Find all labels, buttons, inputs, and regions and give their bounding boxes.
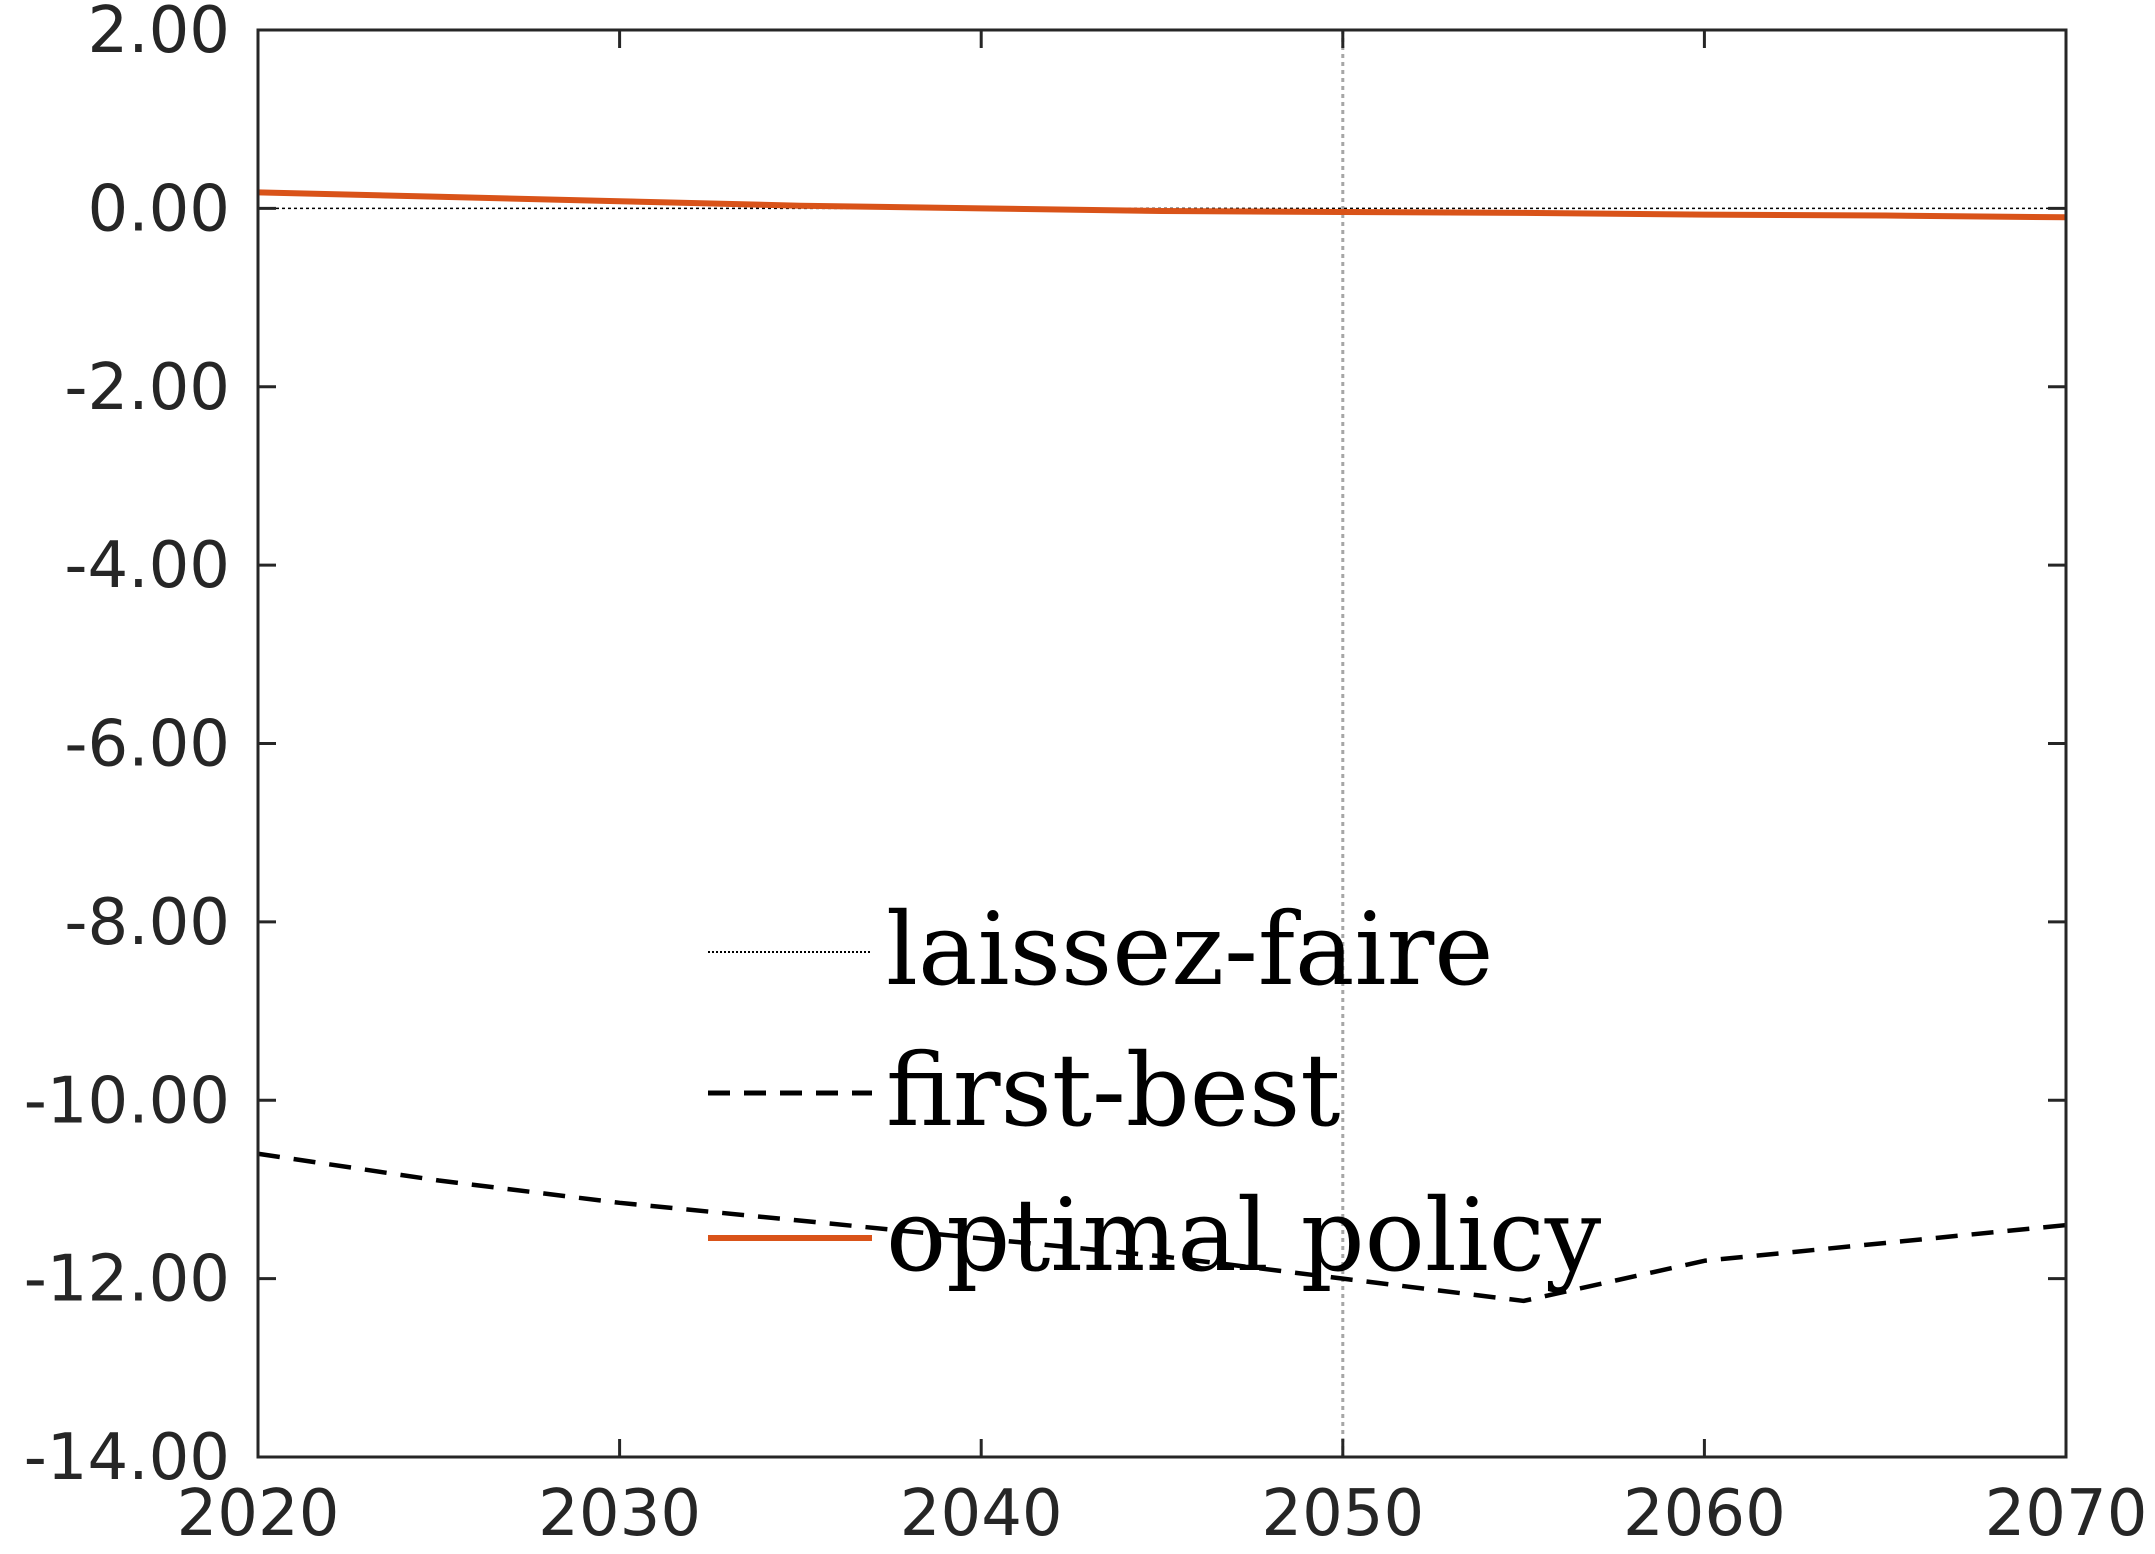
y-tick-label: -6.00 — [64, 708, 230, 782]
y-tick-label: -10.00 — [24, 1064, 230, 1138]
series-line-first-best — [257, 1151, 2067, 1304]
x-tick-label: 2020 — [177, 1477, 340, 1551]
legend-label-optimal-policy: optimal policy — [886, 1177, 1602, 1294]
y-tick-label: 0.00 — [88, 172, 231, 246]
x-tick-label: 2040 — [900, 1477, 1063, 1551]
series-line-optimal-policy — [257, 189, 2067, 221]
legend-label-first-best: first-best — [886, 1032, 1341, 1149]
x-tick-label: 2070 — [1985, 1477, 2148, 1551]
x-tick-label: 2030 — [538, 1477, 701, 1551]
y-tick-label: -2.00 — [64, 351, 230, 425]
x-tick-label: 2050 — [1261, 1477, 1424, 1551]
legend-label-laissez-faire: laissez-faire — [886, 891, 1493, 1008]
y-tick-label: -8.00 — [64, 886, 230, 960]
y-tick-label: -14.00 — [24, 1421, 230, 1495]
y-tick-label: -4.00 — [64, 529, 230, 603]
y-tick-label: 2.00 — [88, 0, 231, 68]
x-tick-label: 2060 — [1623, 1477, 1786, 1551]
y-tick-label: -12.00 — [24, 1243, 230, 1317]
